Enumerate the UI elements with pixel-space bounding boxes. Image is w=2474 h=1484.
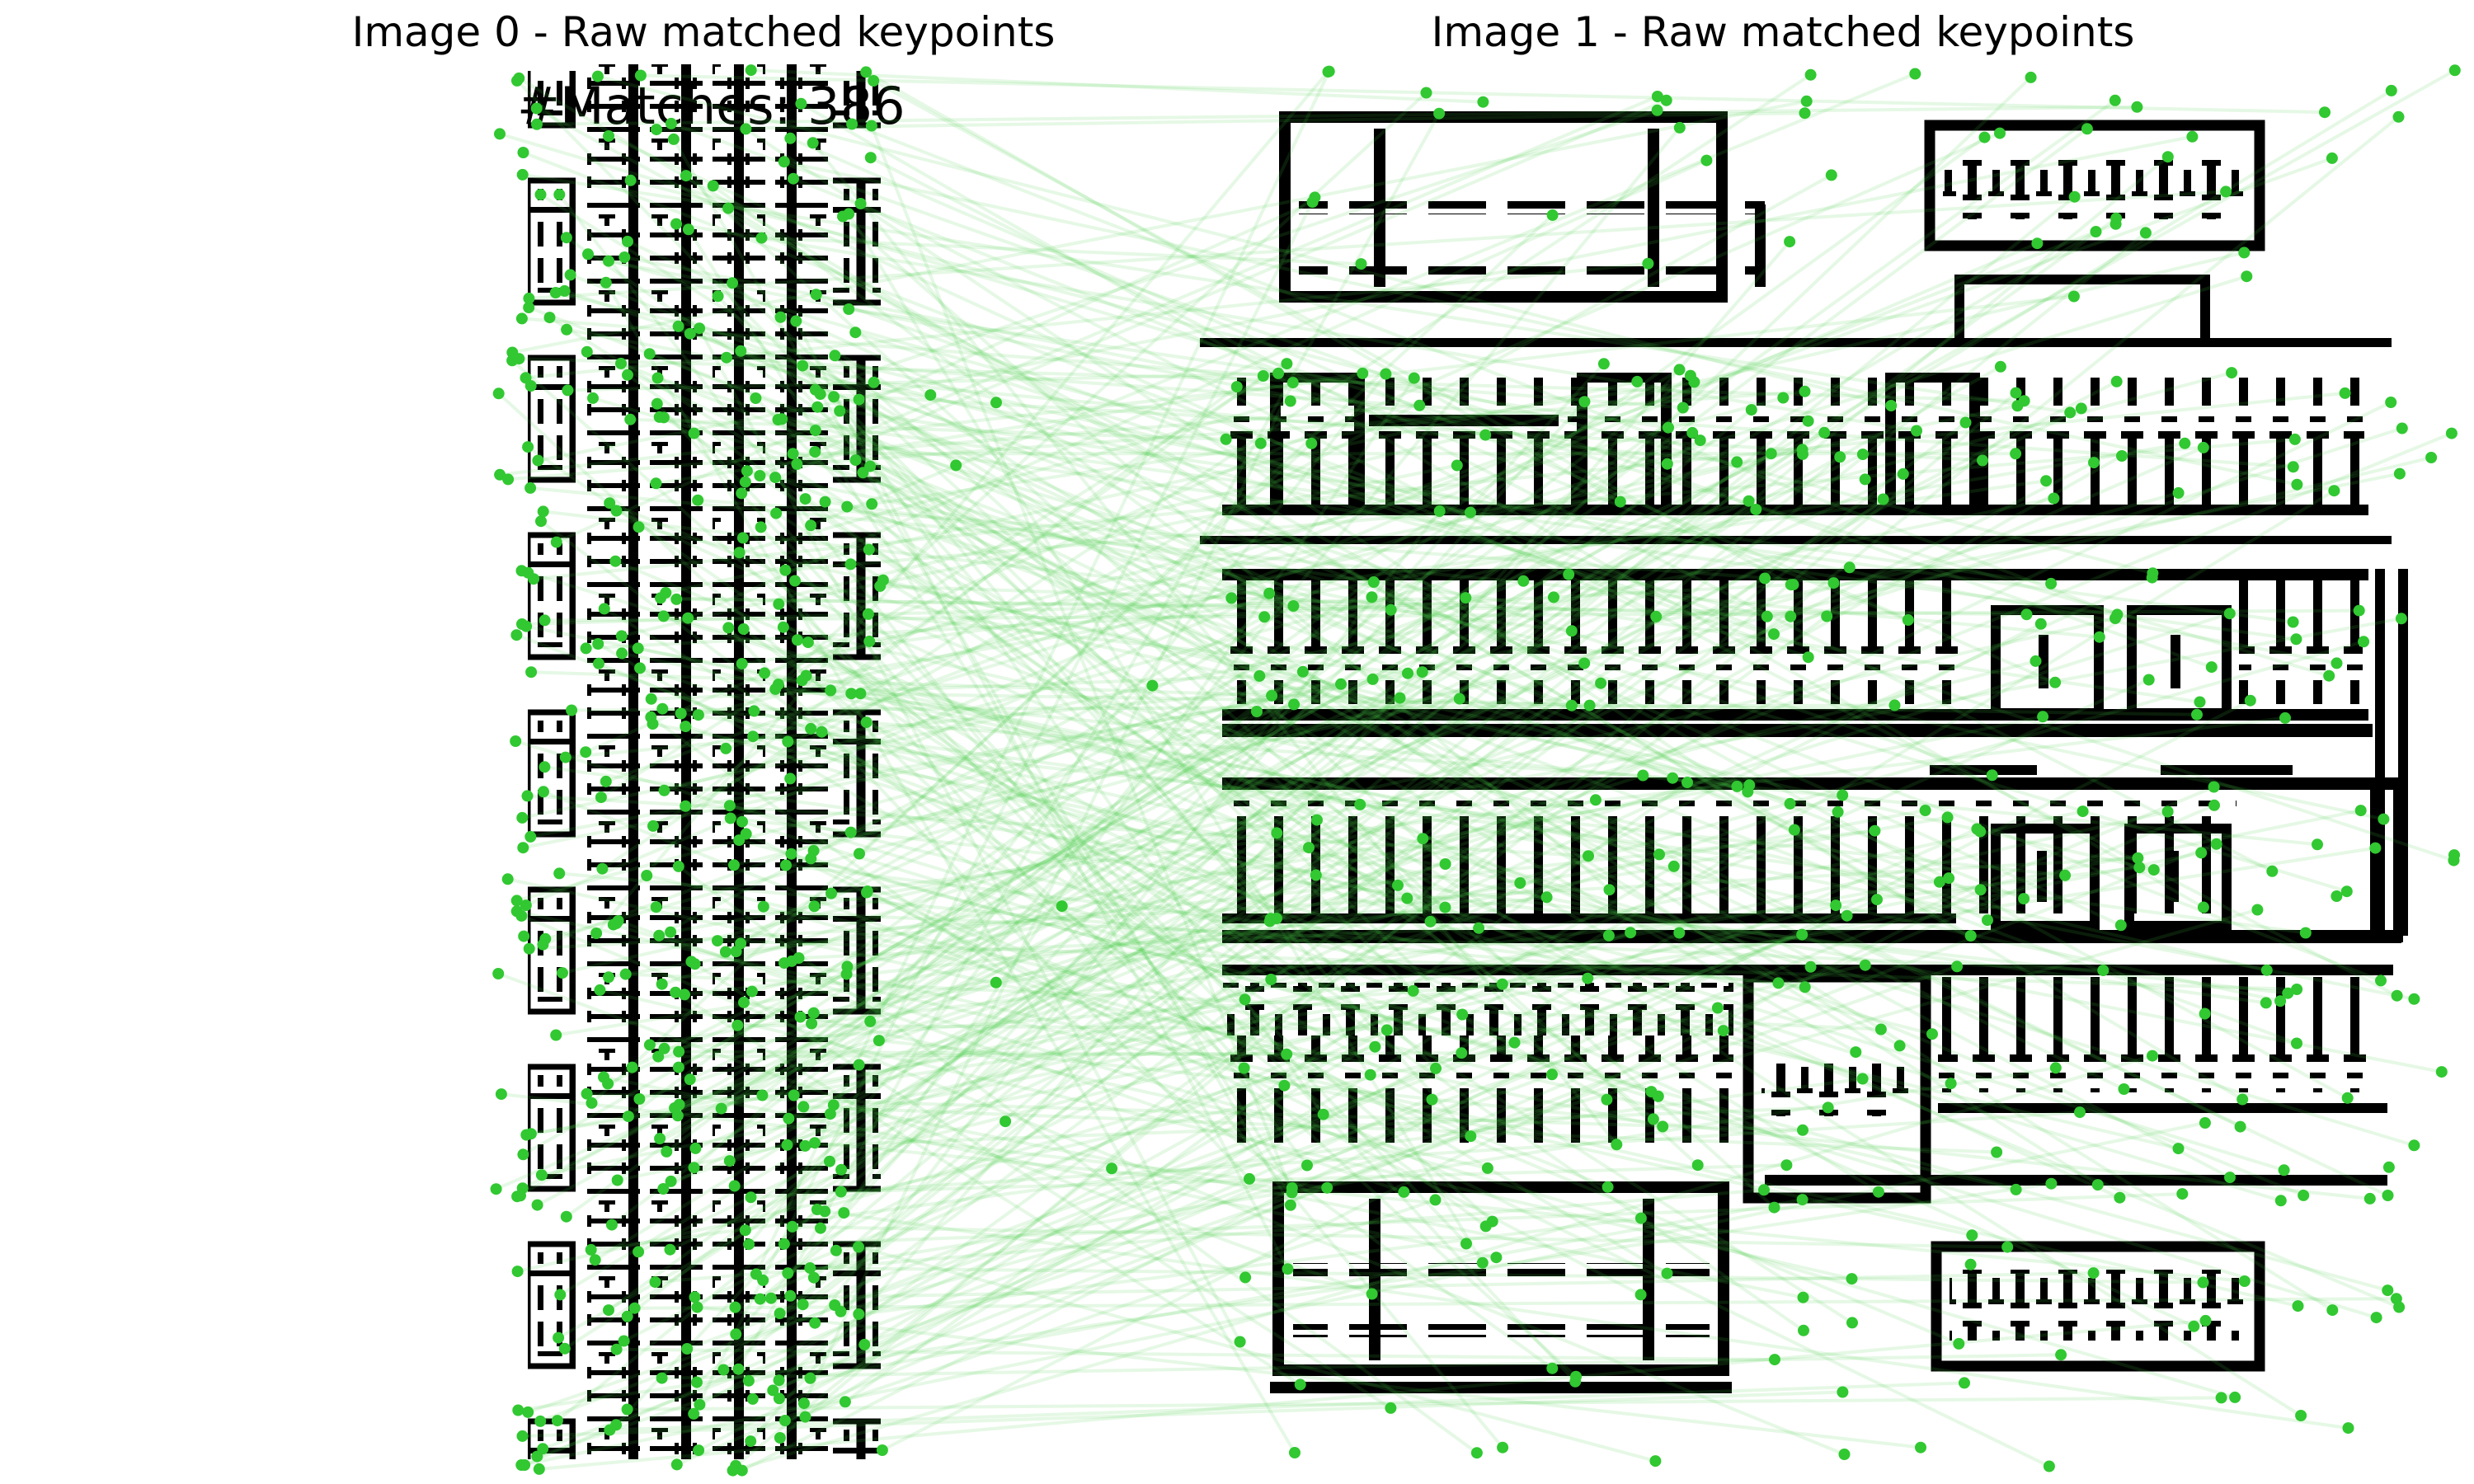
left-panel-title: Image 0 - Raw matched keypoints <box>351 8 1056 56</box>
left-image-art <box>528 64 881 1459</box>
right-image-art <box>1200 111 2408 1393</box>
matches-count-label: #Matches: 386 <box>517 76 905 136</box>
right-panel-title: Image 1 - Raw matched keypoints <box>1431 8 2135 56</box>
